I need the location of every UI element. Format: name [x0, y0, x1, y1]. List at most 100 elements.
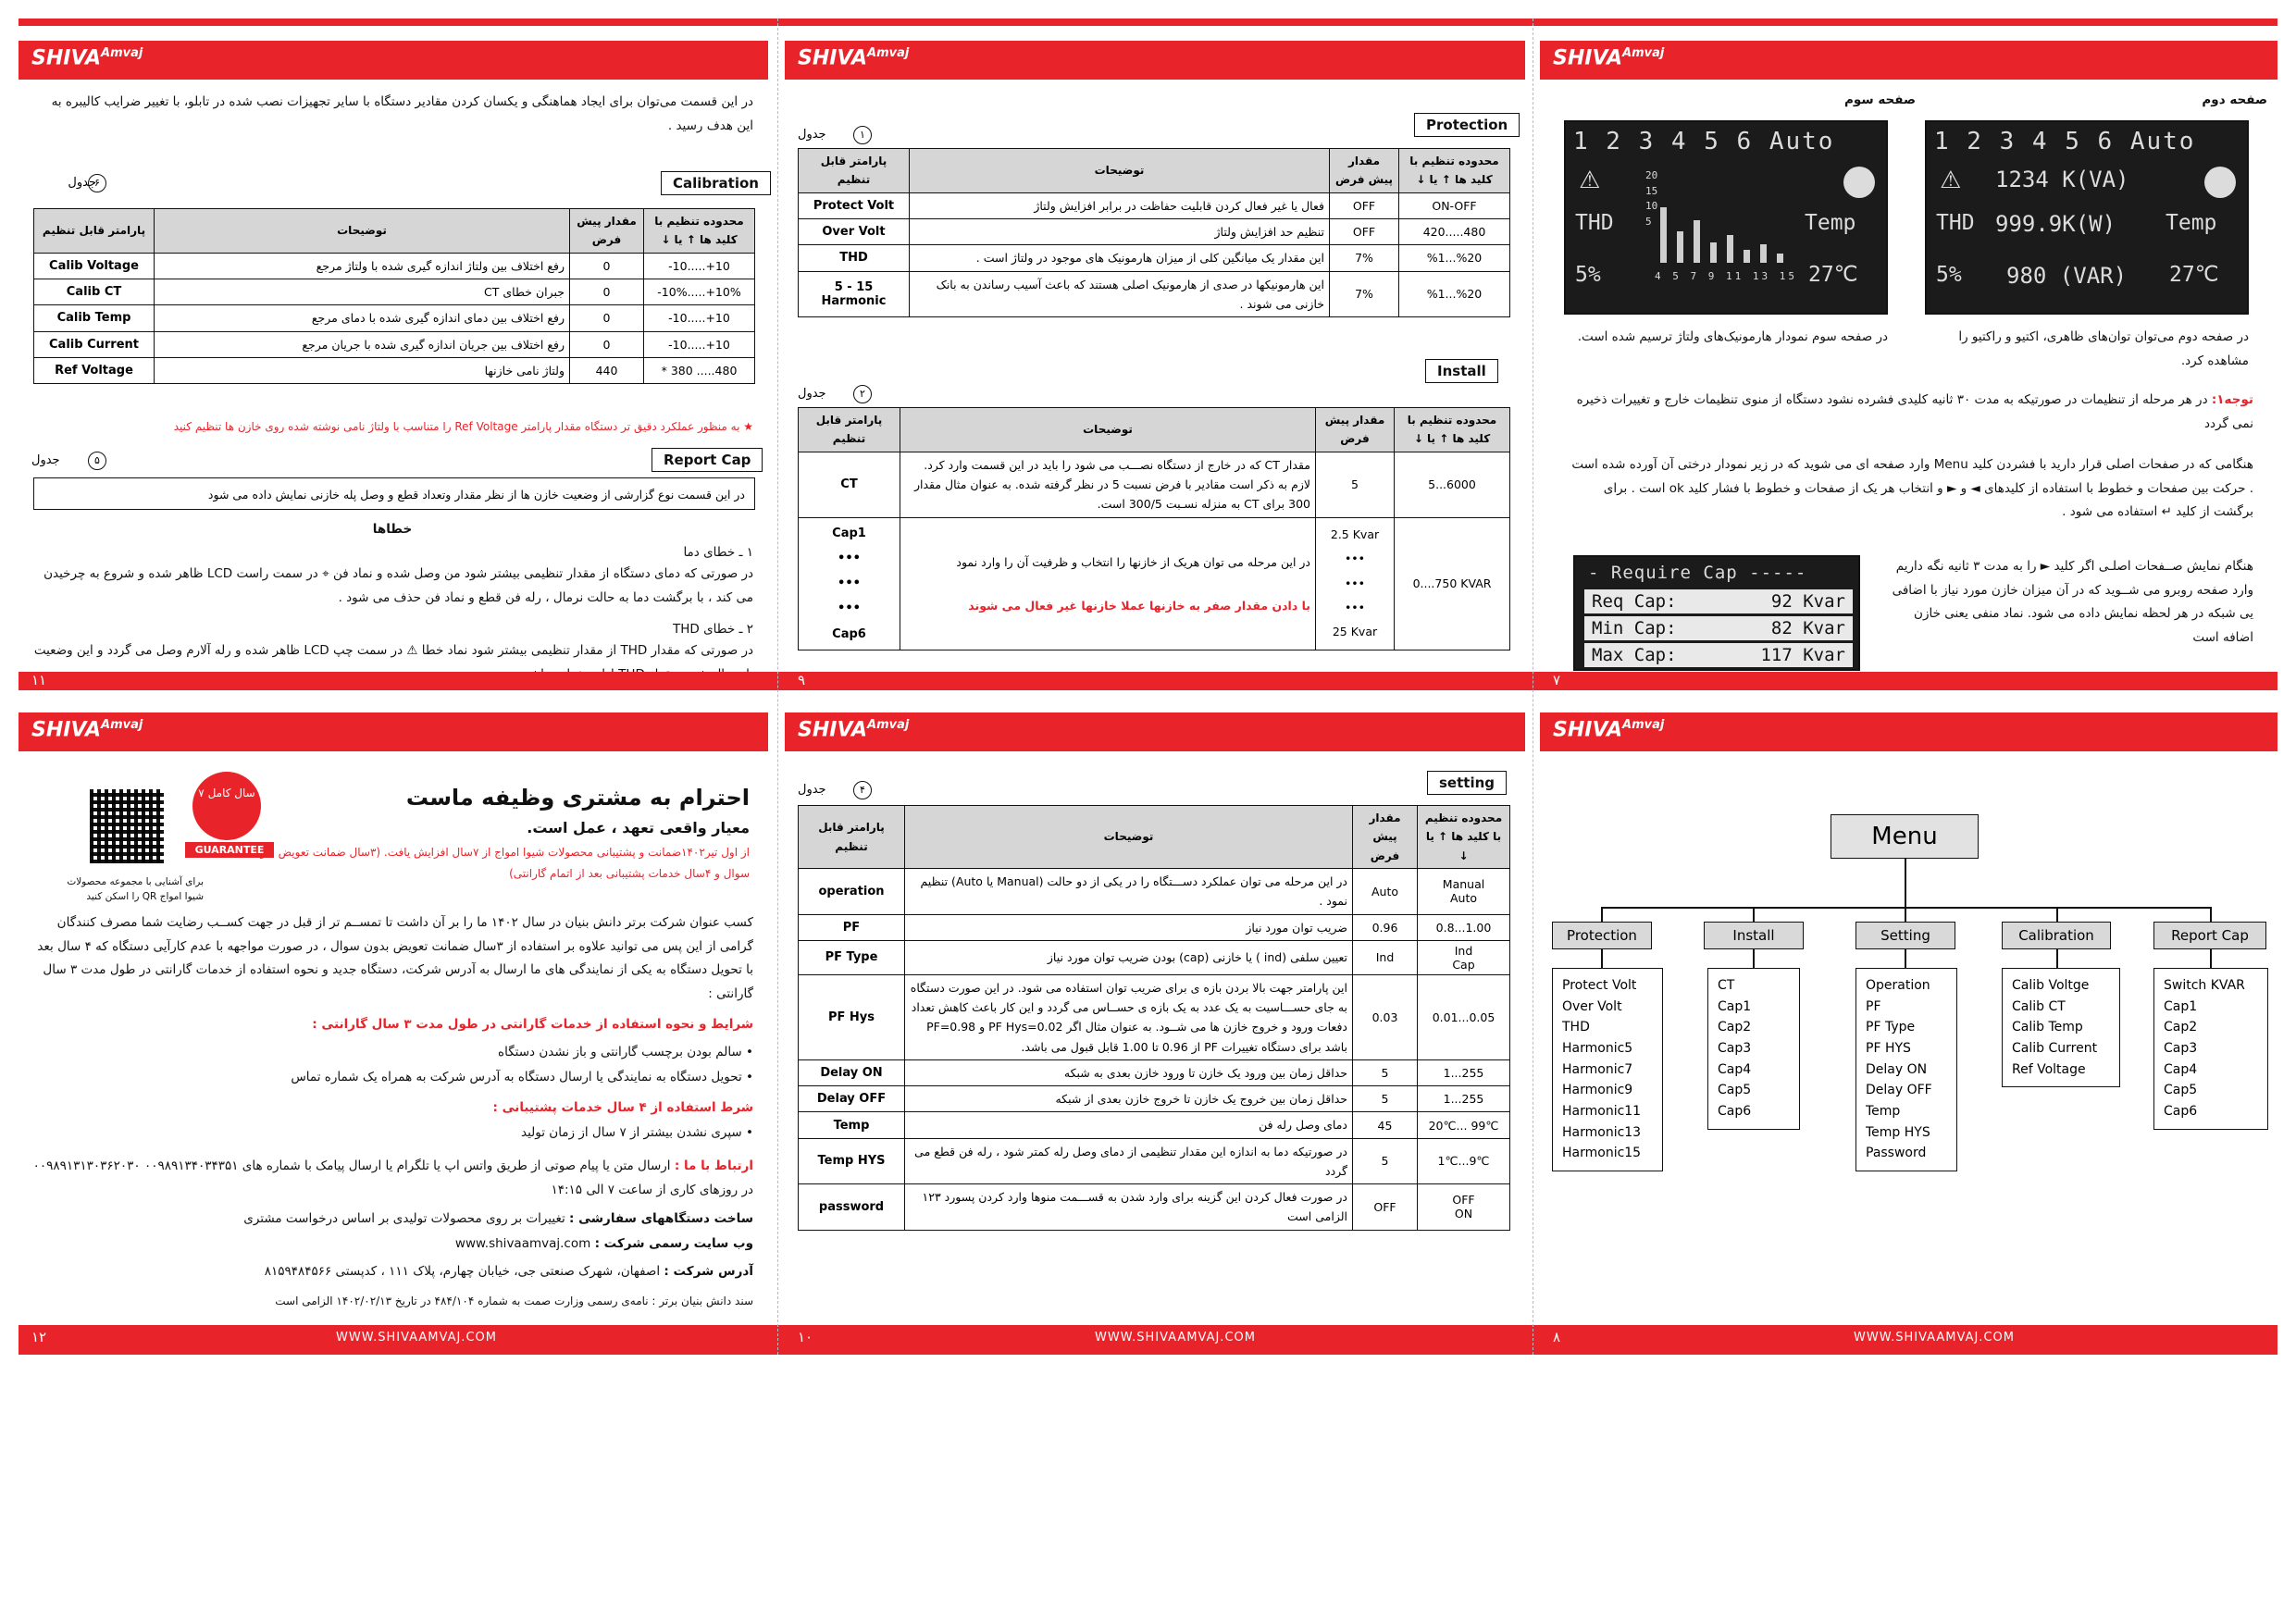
tree-leaf-item[interactable]: Cap3 [2164, 1041, 2198, 1057]
cell-desc: ولتاژ نامی خازنها [154, 356, 570, 385]
tree-leaf-item[interactable]: Delay OFF [1866, 1083, 1932, 1098]
cell-param: 5 - 15 Harmonic [798, 270, 910, 318]
brand-logo-2: SHIVAAmvaj [798, 46, 910, 70]
p11-intro: در این قسمت می‌توان برای ایجاد هماهنگی و… [51, 94, 753, 133]
seal-7year: ۷ سال کامل [192, 772, 261, 840]
tree-leaf-item[interactable]: PF Type [1866, 1020, 1916, 1035]
tree-leaf-item[interactable]: THD [1562, 1020, 1590, 1035]
cell-range: * 380 .....480 [643, 356, 755, 385]
tree-leaves-install[interactable]: CT Cap1 Cap2 Cap3 Cap4 Cap5 Cap6 [1707, 968, 1800, 1130]
tree-leaves-calibration[interactable]: Calib Voltge Calib CT Calib Temp Calib Curr… [2002, 968, 2120, 1088]
cell-desc: رفع اختلاف بین ولتاژ اندازه گیری شده با … [154, 252, 570, 280]
tree-leaf-item[interactable]: Ref Voltage [2012, 1061, 2086, 1077]
tree-leaf-item[interactable]: Calib Voltge [2012, 978, 2090, 993]
cell-desc: در صورتیکه دما به اندازه این مقدار تنظیم… [904, 1137, 1353, 1185]
footer-url-1[interactable]: WWW.SHIVAAMVAJ.COM [336, 1331, 497, 1344]
footer-url-2[interactable]: WWW.SHIVAAMVAJ.COM [1095, 1331, 1256, 1344]
lcd2-percent: 5% [1936, 263, 1962, 287]
tree-leaf-item[interactable]: Switch KVAR [2164, 978, 2245, 993]
p11-jadval2-label: جدول [31, 453, 60, 467]
page-number-7: ۷ [1553, 672, 1561, 688]
cell-param: PF Type [798, 939, 905, 975]
tree-leaf-item[interactable]: Harmonic15 [1562, 1146, 1642, 1161]
tree-leaf-item[interactable]: Temp HYS [1866, 1124, 1930, 1140]
tree-leaf-item[interactable]: Cap3 [1718, 1041, 1752, 1057]
tree-drop-3 [2056, 907, 2058, 923]
tree-leaf-item[interactable]: Cap6 [2164, 1104, 2198, 1120]
lcd3-thd: THD [1575, 211, 1614, 235]
brand-logo-3: SHIVAAmvaj [1553, 46, 1665, 70]
p11-jadval2-mark: ۵ [88, 452, 106, 470]
table-row: Calib Current رفع اختلاف بین جریان اندازه… [33, 330, 755, 358]
tree-drop-1 [1753, 907, 1755, 923]
brand-logo-4: SHIVAAmvaj [31, 718, 143, 742]
tree-leaf-item[interactable]: Cap1 [2164, 998, 2198, 1014]
tree-leaf-item[interactable]: Cap2 [1718, 1020, 1752, 1035]
tree-leaf-item[interactable]: Cap2 [2164, 1020, 2198, 1035]
tree-leaf-item[interactable]: Cap1 [1718, 998, 1752, 1014]
p12-cond2-title: شرط استفاده از ۴ سال خدمات پشتیبانی : [492, 1100, 753, 1115]
tree-leaf-item[interactable]: PF HYS [1866, 1041, 1911, 1057]
col-header: مقدار پیش فرض [1352, 804, 1418, 870]
tree-leaf-item[interactable]: Calib Current [2012, 1041, 2098, 1057]
table-row: 5 - 15 Harmonic این هارمونیکها در صدی از … [798, 270, 1510, 318]
tree-leaf-item[interactable]: Harmonic13 [1562, 1124, 1642, 1140]
reportcap-desc-box: در این قسمت نوع گزارشی از وضعیت خازن ها … [33, 477, 755, 510]
tree-leaf-item[interactable]: Cap4 [2164, 1061, 2198, 1077]
p7-text-page2: در صفحه دوم می‌توان توان‌های ظاهری، اکتی… [1958, 329, 2249, 368]
tree-node-protection[interactable]: Protection [1552, 922, 1652, 949]
cell-desc: این پارامتر جهت بالا بردن بازه ی برای ضر… [904, 973, 1353, 1060]
tree-node-install[interactable]: Install [1704, 922, 1804, 949]
tree-leaf-item[interactable]: Temp [1866, 1104, 1901, 1120]
brand-logo-5: SHIVAAmvaj [798, 718, 910, 742]
tree-leaf-item[interactable]: Protect Volt [1562, 978, 1637, 993]
tree-leaf-item[interactable]: Delay ON [1866, 1061, 1928, 1077]
tree-leaves-reportcap[interactable]: Switch KVAR Cap1 Cap2 Cap3 Cap4 Cap5 Cap6 [2153, 968, 2268, 1130]
tree-root-menu[interactable]: Menu [1831, 814, 1979, 859]
cell-range: Ind Cap [1417, 939, 1510, 975]
cell-range: -10.....+10 [643, 252, 755, 280]
p11-errors-title: خطاها [372, 522, 413, 537]
tree-leaf-item[interactable]: Calib Temp [2012, 1020, 2083, 1035]
lcd2-temp: Temp [2166, 211, 2217, 235]
cell-param: Delay OFF [798, 1085, 905, 1113]
cell-desc: رفع اختلاف بین دمای اندازه گیری شده با د… [154, 304, 570, 332]
table-row: Temp HYS در صورتیکه دما به اندازه این مقد… [798, 1137, 1510, 1185]
cell-default: 0 [569, 279, 644, 306]
tree-leaf-item[interactable]: Harmonic7 [1562, 1061, 1633, 1077]
tree-node-calibration[interactable]: Calibration [2002, 922, 2111, 949]
tree-drop-0 [1601, 907, 1603, 923]
lcd3-percent: 5% [1575, 263, 1601, 287]
tree-node-setting[interactable]: Setting [1855, 922, 1955, 949]
tree-leaf-item[interactable]: Harmonic5 [1562, 1041, 1633, 1057]
tree-leaf-item[interactable]: Password [1866, 1146, 1927, 1161]
cell-param: THD [798, 244, 910, 272]
tree-leaf-stem-0 [1601, 949, 1603, 968]
cell-default: 45 [1352, 1111, 1418, 1139]
tree-leaf-stem-2 [1905, 949, 1906, 968]
tree-leaf-item[interactable]: Cap6 [1718, 1104, 1752, 1120]
tree-node-reportcap[interactable]: Report Cap [2153, 922, 2266, 949]
tree-leaves-protection[interactable]: Protect Volt Over Volt THD Harmonic5 Harmoni… [1552, 968, 1663, 1172]
tree-leaf-item[interactable]: Harmonic11 [1562, 1104, 1642, 1120]
cell-param: Protect Volt [798, 192, 910, 220]
p12-orders: ساخت دستگاههای سفارشی : تغییرات بر روی م… [243, 1211, 753, 1226]
tree-leaf-item[interactable]: CT [1718, 978, 1735, 993]
tree-leaf-item[interactable]: Operation [1866, 978, 1930, 993]
protection-table: پارامتر قابل تنظیم توضیحات مقدار پیش فرض مح… [798, 148, 1510, 318]
footer-url-3[interactable]: WWW.SHIVAAMVAJ.COM [1854, 1331, 2015, 1344]
tree-leaf-item[interactable]: Calib CT [2012, 998, 2066, 1014]
tree-leaf-item[interactable]: Over Volt [1562, 998, 1622, 1014]
tree-drop-4 [2210, 907, 2212, 923]
lcd3-line1: 1 2 3 4 5 6 Auto [1573, 128, 1835, 155]
tree-leaf-item[interactable]: PF [1866, 998, 1881, 1014]
tree-root-stem [1905, 859, 1906, 907]
caps-desc: در این مرحله می توان هریک از خازنها را ا… [956, 554, 1310, 569]
tree-leaf-item[interactable]: Cap5 [1718, 1083, 1752, 1098]
tree-leaf-item[interactable]: Cap4 [1718, 1061, 1752, 1077]
p11-jadval-label: جدول [68, 176, 96, 190]
p11-jadval-mark: ۶ [88, 174, 106, 192]
tree-leaf-item[interactable]: Harmonic9 [1562, 1083, 1633, 1098]
tree-leaves-setting[interactable]: Operation PF PF Type PF HYS Delay ON Delay OF… [1855, 968, 1957, 1172]
tree-leaf-item[interactable]: Cap5 [2164, 1083, 2198, 1098]
